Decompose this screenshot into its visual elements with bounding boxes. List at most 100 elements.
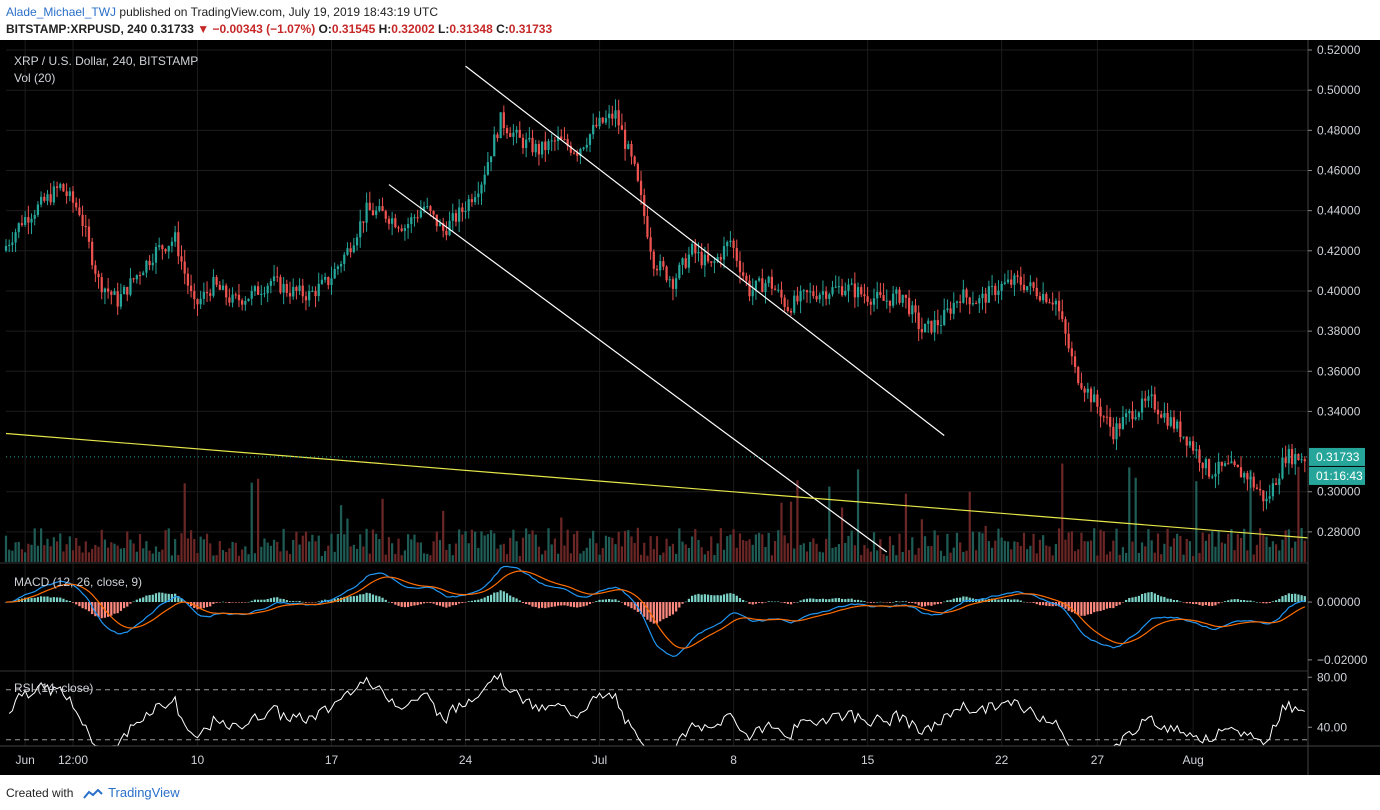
candle-body (943, 309, 946, 325)
volume-bar (78, 545, 81, 562)
volume-bar (263, 538, 266, 562)
candle-body (978, 298, 981, 304)
volume-bar (234, 542, 237, 562)
candle-body (1179, 421, 1182, 438)
candle-body (4, 245, 8, 251)
macd-histogram-bar (968, 597, 971, 603)
volume-bar (339, 505, 343, 562)
macd-histogram-bar (1026, 602, 1029, 603)
candle-body (52, 186, 55, 203)
price-tick-label: 0.44000 (1317, 204, 1361, 218)
macd-histogram-bar (355, 595, 359, 603)
macd-histogram-bar (311, 602, 314, 603)
volume-bar (946, 533, 949, 562)
macd-histogram-bar (212, 602, 215, 604)
candle-body (1013, 275, 1016, 285)
candle-body (1274, 483, 1278, 485)
candle-body (1144, 398, 1147, 401)
macd-histogram-bar (107, 602, 110, 617)
candle-body (308, 291, 311, 301)
macd-histogram-bar (39, 596, 43, 603)
candle-body (343, 254, 346, 264)
candle-body (1121, 417, 1125, 429)
macd-histogram-bar (320, 600, 324, 603)
candle-body (403, 228, 407, 231)
volume-bar (432, 541, 435, 562)
macd-histogram-bar (604, 599, 608, 603)
candle-body (751, 289, 754, 297)
volume-bar (279, 551, 282, 562)
chart-area[interactable]: 0.52000 0.50000 0.48000 0.46000 0.44000 0.420… (0, 40, 1380, 775)
macd-histogram-bar (231, 602, 234, 603)
volume-bar (876, 550, 879, 562)
volume-bar (834, 547, 837, 562)
volume-bar (119, 548, 122, 562)
price-tick-label: 0.30000 (1317, 485, 1361, 499)
candle-body (847, 284, 850, 291)
macd-histogram-bar (898, 601, 901, 603)
volume-bar (59, 533, 62, 562)
macd-histogram-bar (461, 602, 464, 603)
candle-body (400, 228, 403, 231)
candle-body (601, 117, 604, 123)
macd-histogram-bar (598, 599, 601, 603)
candle-body (684, 258, 687, 268)
candle-body (454, 213, 458, 222)
candle-body (885, 300, 888, 302)
tradingview-brand[interactable]: TradingView (108, 785, 180, 800)
volume-bar (167, 528, 170, 562)
macd-histogram-bar (330, 599, 333, 603)
macd-histogram-bar (1259, 602, 1262, 603)
author-link[interactable]: Alade_Michael_TWJ (6, 5, 117, 19)
volume-bar (962, 551, 965, 562)
candle-body (489, 156, 493, 163)
volume-bar (480, 531, 483, 562)
candle-body (1271, 483, 1275, 497)
candle-body (365, 202, 368, 223)
candle-body (646, 216, 649, 238)
candle-body (690, 244, 694, 255)
volume-bar (84, 541, 87, 562)
macd-histogram-bar (994, 599, 997, 603)
volume-bar (1022, 532, 1026, 562)
macd-histogram-bar (381, 597, 384, 603)
chart-svg[interactable]: 0.52000 0.50000 0.48000 0.46000 0.44000 0.420… (0, 40, 1380, 775)
candle-body (493, 134, 496, 157)
candle-body (1223, 463, 1227, 466)
volume-bar (55, 541, 59, 562)
macd-histogram-bar (1134, 596, 1137, 603)
candle-body (1262, 490, 1265, 502)
volume-bar (758, 532, 761, 562)
price-tick-label: 0.42000 (1317, 244, 1361, 258)
candle-body (78, 207, 81, 215)
candle-body (968, 297, 971, 305)
volume-bar (789, 501, 793, 562)
macd-histogram-bar (840, 598, 844, 603)
candle-body (1201, 462, 1204, 469)
volume-bar (368, 553, 371, 562)
volume-bar (30, 544, 33, 562)
candle-body (1160, 414, 1163, 418)
candle-body (821, 291, 825, 295)
candle-body (962, 289, 965, 303)
candle-body (11, 242, 14, 245)
candle-body (1236, 464, 1239, 468)
macd-histogram-bar (1038, 602, 1042, 606)
volume-bar (955, 532, 959, 562)
candle-body (1195, 449, 1198, 451)
candle-body (142, 272, 145, 276)
volume-bar (1086, 541, 1089, 562)
volume-bar (311, 534, 314, 562)
volume-bar (225, 551, 228, 562)
macd-histogram-bar (209, 602, 212, 607)
macd-histogram-bar (154, 593, 158, 603)
candle-body (694, 244, 697, 254)
volume-bar (521, 537, 525, 562)
candle-body (209, 293, 212, 296)
candle-body (410, 217, 413, 225)
candle-body (496, 134, 499, 139)
macd-histogram-bar (1073, 602, 1077, 614)
candle-body (697, 251, 700, 254)
macd-histogram-bar (812, 598, 815, 603)
macd-histogram-bar (1086, 602, 1089, 615)
